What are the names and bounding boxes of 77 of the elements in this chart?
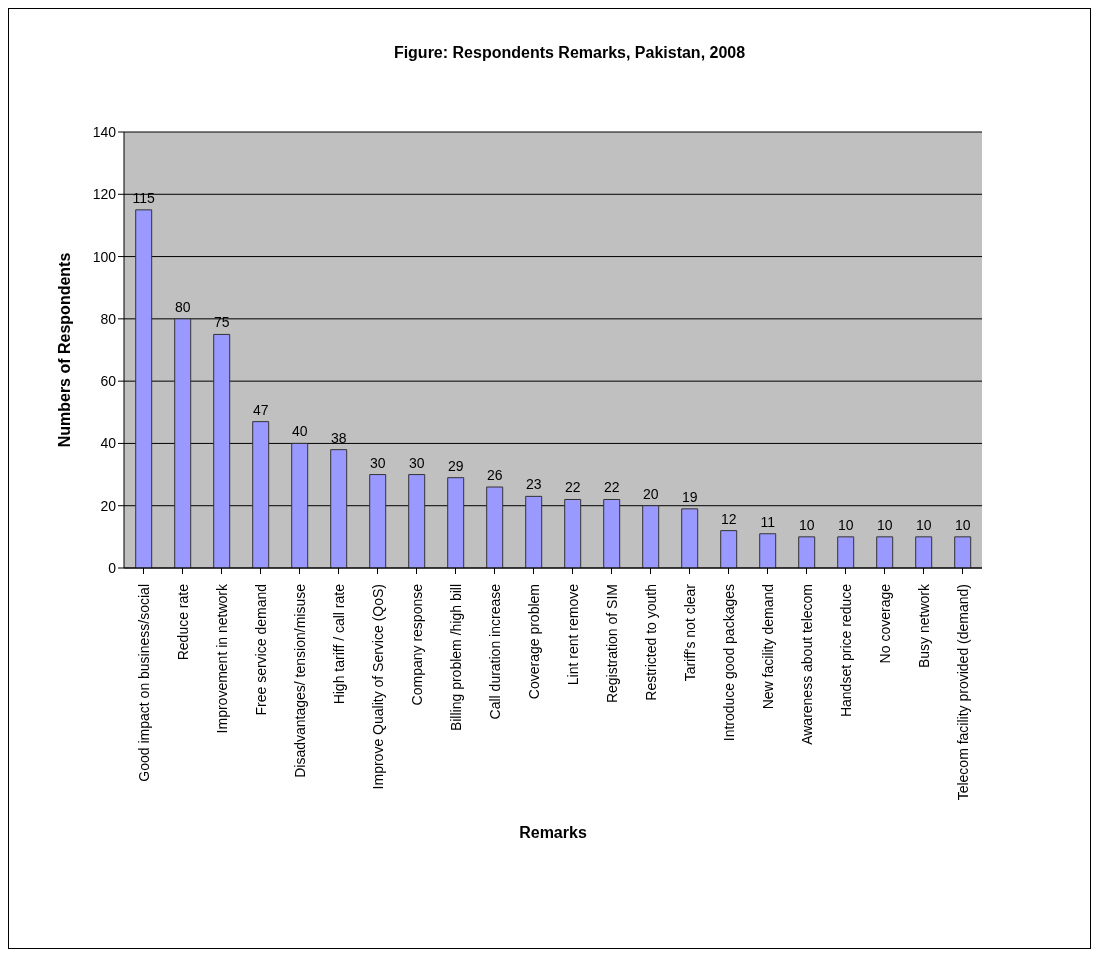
data-label: 10 — [837, 516, 854, 533]
bar — [135, 209, 153, 568]
bar — [369, 474, 387, 568]
x-tick-label: Handset price reduce — [837, 583, 854, 718]
bar — [876, 536, 894, 568]
bar — [174, 318, 192, 568]
bar — [642, 505, 660, 568]
bar — [720, 530, 738, 568]
data-label: 80 — [174, 298, 191, 315]
data-label: 30 — [369, 454, 386, 471]
bar — [915, 536, 933, 568]
data-label: 22 — [603, 479, 620, 496]
y-tick-label: 60 — [100, 373, 117, 390]
y-tick-label: 40 — [100, 435, 117, 452]
data-label: 38 — [330, 429, 347, 446]
bar — [408, 474, 426, 568]
bar — [525, 495, 543, 568]
chart-title: Figure: Respondents Remarks, Pakistan, 2008 — [392, 43, 747, 63]
bar — [252, 421, 270, 568]
x-tick-label: Busy network — [915, 583, 932, 669]
y-tick-label: 0 — [108, 559, 117, 576]
x-tick-label: Reduce rate — [174, 583, 191, 661]
bar — [486, 486, 504, 568]
y-axis-title: Numbers of Respondents — [55, 252, 73, 448]
x-tick-label: Telecom facility provided (demand) — [954, 584, 971, 801]
data-label: 11 — [760, 513, 776, 530]
data-label: 20 — [642, 485, 659, 502]
x-tick-label: New facility demand — [759, 584, 776, 710]
y-tick-label: 20 — [100, 497, 117, 514]
x-tick-label: Good impact on business/social — [135, 584, 152, 782]
data-label: 23 — [525, 476, 542, 493]
bar — [447, 477, 465, 568]
x-tick-label: Tariff's not clear — [681, 583, 698, 682]
y-tick-label: 80 — [100, 310, 117, 327]
bar — [291, 442, 309, 568]
x-tick-label: Restricted to youth — [642, 584, 659, 701]
x-tick-label: Improve Quality of Service (QoS) — [369, 584, 386, 790]
data-label: 10 — [915, 516, 932, 533]
x-tick-label: Company response — [408, 583, 425, 706]
x-tick-label: Billing problem /high bill — [447, 584, 464, 732]
x-tick-label: Awareness about telecom — [798, 584, 815, 745]
bar — [213, 333, 231, 568]
x-tick-label: No coverage — [876, 583, 893, 664]
x-tick-label: Coverage problem — [525, 584, 542, 700]
data-label: 10 — [798, 516, 815, 533]
bar — [681, 508, 699, 568]
bar — [759, 533, 777, 568]
bar — [954, 536, 972, 568]
y-tick-label: 120 — [92, 186, 117, 203]
data-label: 22 — [564, 479, 581, 496]
data-label: 19 — [681, 488, 698, 505]
data-label: 10 — [876, 516, 893, 533]
data-label: 75 — [213, 314, 230, 331]
bar — [837, 536, 855, 568]
data-label: 29 — [447, 457, 464, 474]
x-axis-title: Remarks — [519, 824, 587, 841]
x-tick-label: Introduce good packages — [720, 584, 737, 742]
x-tick-label: Free service demand — [252, 584, 269, 716]
y-tick-label: 100 — [92, 248, 117, 265]
x-tick-label: Registration of SIM — [603, 584, 620, 704]
data-label: 26 — [486, 467, 503, 484]
x-tick-label: Improvement in network — [213, 583, 230, 734]
bar — [798, 536, 816, 568]
bar — [603, 498, 621, 568]
data-label: 47 — [252, 401, 269, 418]
bar — [564, 498, 582, 568]
y-tick-label: 140 — [92, 123, 117, 140]
data-label: 115 — [132, 189, 156, 206]
data-label: 40 — [291, 423, 308, 440]
data-label: 12 — [720, 510, 737, 527]
data-label: 10 — [954, 516, 971, 533]
x-tick-label: Call duration increase — [486, 583, 503, 720]
bar — [330, 449, 348, 568]
x-tick-label: High tariff / call rate — [330, 583, 347, 705]
data-label: 30 — [408, 454, 425, 471]
x-tick-label: Disadvantages/ tension/misuse — [291, 583, 308, 778]
x-tick-label: Lint rent remove — [564, 583, 581, 686]
